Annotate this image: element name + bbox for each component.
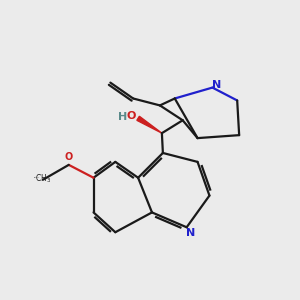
Text: H: H	[118, 112, 127, 122]
Text: N: N	[212, 80, 221, 90]
Text: CH$_3$: CH$_3$	[35, 173, 51, 185]
Text: O: O	[64, 152, 73, 162]
Text: O: O	[127, 111, 136, 121]
Polygon shape	[137, 116, 162, 133]
Text: N: N	[187, 228, 196, 238]
Text: methoxy: methoxy	[34, 177, 40, 178]
